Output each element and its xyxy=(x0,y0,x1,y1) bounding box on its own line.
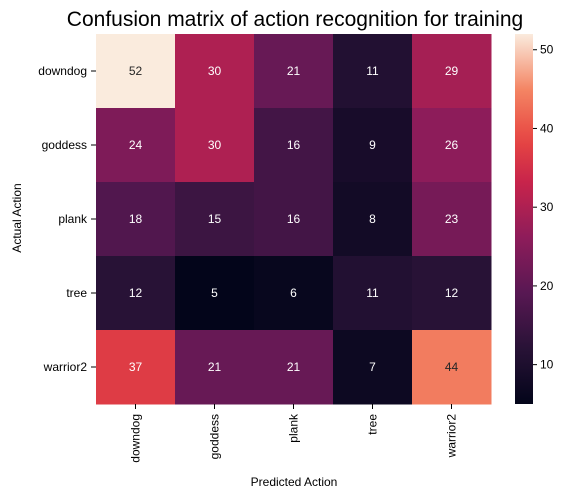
y-tick-labels: downdog goddess plank tree warrior2 xyxy=(38,64,96,374)
heatmap-cell xyxy=(96,256,176,331)
heatmap-cells: 52 30 21 11 29 24 30 16 9 26 18 15 16 8 23 12 5 6 11 12 37 21… xyxy=(96,34,492,405)
y-tick-label: tree xyxy=(66,286,87,300)
y-tick-label: goddess xyxy=(42,138,87,152)
colorbar-gradient xyxy=(515,34,533,404)
chart-title: Confusion matrix of action recognition f… xyxy=(67,8,523,31)
heatmap-cell xyxy=(412,34,492,109)
cell-value-label: 7 xyxy=(369,360,376,374)
heatmap-cell xyxy=(333,182,413,257)
cell-value-label: 15 xyxy=(208,212,222,226)
y-axis-label: Actual Action xyxy=(10,183,24,252)
heatmap-cell xyxy=(412,182,492,257)
cell-value-label: 11 xyxy=(366,286,379,300)
heatmap-cell xyxy=(254,182,334,257)
colorbar-tick-label: 40 xyxy=(540,121,554,135)
colorbar-tick-label: 50 xyxy=(540,43,554,57)
x-tick-label: warrior2 xyxy=(445,414,459,459)
heatmap-cell xyxy=(254,108,334,183)
heatmap-cell xyxy=(254,256,334,331)
colorbar-tick-label: 10 xyxy=(540,358,554,372)
heatmap-cell xyxy=(254,330,334,405)
colorbar-tick-label: 30 xyxy=(540,200,554,214)
cell-value-label: 8 xyxy=(369,212,376,226)
y-tick-label: downdog xyxy=(38,64,87,78)
cell-value-label: 26 xyxy=(445,138,459,152)
heatmap-cell xyxy=(96,182,176,257)
cell-value-label: 5 xyxy=(211,286,218,300)
cell-value-label: 52 xyxy=(129,64,143,78)
cell-value-label: 9 xyxy=(369,138,376,152)
heatmap-cell xyxy=(96,34,176,109)
heatmap-cell xyxy=(333,256,413,331)
x-tick-label: goddess xyxy=(208,414,222,459)
x-tick-label: plank xyxy=(287,413,301,443)
heatmap-cell xyxy=(175,34,255,109)
cell-value-label: 6 xyxy=(290,286,297,300)
cell-value-label: 16 xyxy=(287,138,301,152)
x-tick-labels: downdog goddess plank tree warrior2 xyxy=(129,404,459,463)
y-tick-label: warrior2 xyxy=(43,360,88,374)
x-tick-label: tree xyxy=(366,414,380,435)
x-axis-label: Predicted Action xyxy=(251,475,338,489)
heatmap-cell xyxy=(175,182,255,257)
cell-value-label: 18 xyxy=(129,212,143,226)
x-tick-label: downdog xyxy=(129,414,143,463)
heatmap-cell xyxy=(96,330,176,405)
cell-value-label: 30 xyxy=(208,64,222,78)
heatmap-cell xyxy=(412,256,492,331)
heatmap-cell xyxy=(412,108,492,183)
heatmap-cell xyxy=(175,108,255,183)
heatmap-cell xyxy=(175,330,255,405)
cell-value-label: 21 xyxy=(287,360,301,374)
cell-value-label: 12 xyxy=(129,286,143,300)
heatmap-cell xyxy=(254,34,334,109)
cell-value-label: 21 xyxy=(287,64,301,78)
cell-value-label: 16 xyxy=(287,212,301,226)
y-tick-label: plank xyxy=(58,212,88,226)
heatmap-cell xyxy=(175,256,255,331)
cell-value-label: 30 xyxy=(208,138,222,152)
heatmap-cell xyxy=(333,34,413,109)
cell-value-label: 44 xyxy=(445,360,459,374)
heatmap-cell xyxy=(333,108,413,183)
cell-value-label: 29 xyxy=(445,64,459,78)
cell-value-label: 37 xyxy=(129,360,143,374)
cell-value-label: 21 xyxy=(208,360,222,374)
heatmap-cell xyxy=(412,330,492,405)
heatmap-cell xyxy=(96,108,176,183)
colorbar: 10 20 30 40 50 xyxy=(515,34,554,404)
heatmap-cell xyxy=(333,330,413,405)
cell-value-label: 12 xyxy=(445,286,459,300)
cell-value-label: 24 xyxy=(129,138,143,152)
colorbar-tick-label: 20 xyxy=(540,279,554,293)
cell-value-label: 23 xyxy=(445,212,459,226)
cell-value-label: 11 xyxy=(366,64,379,78)
